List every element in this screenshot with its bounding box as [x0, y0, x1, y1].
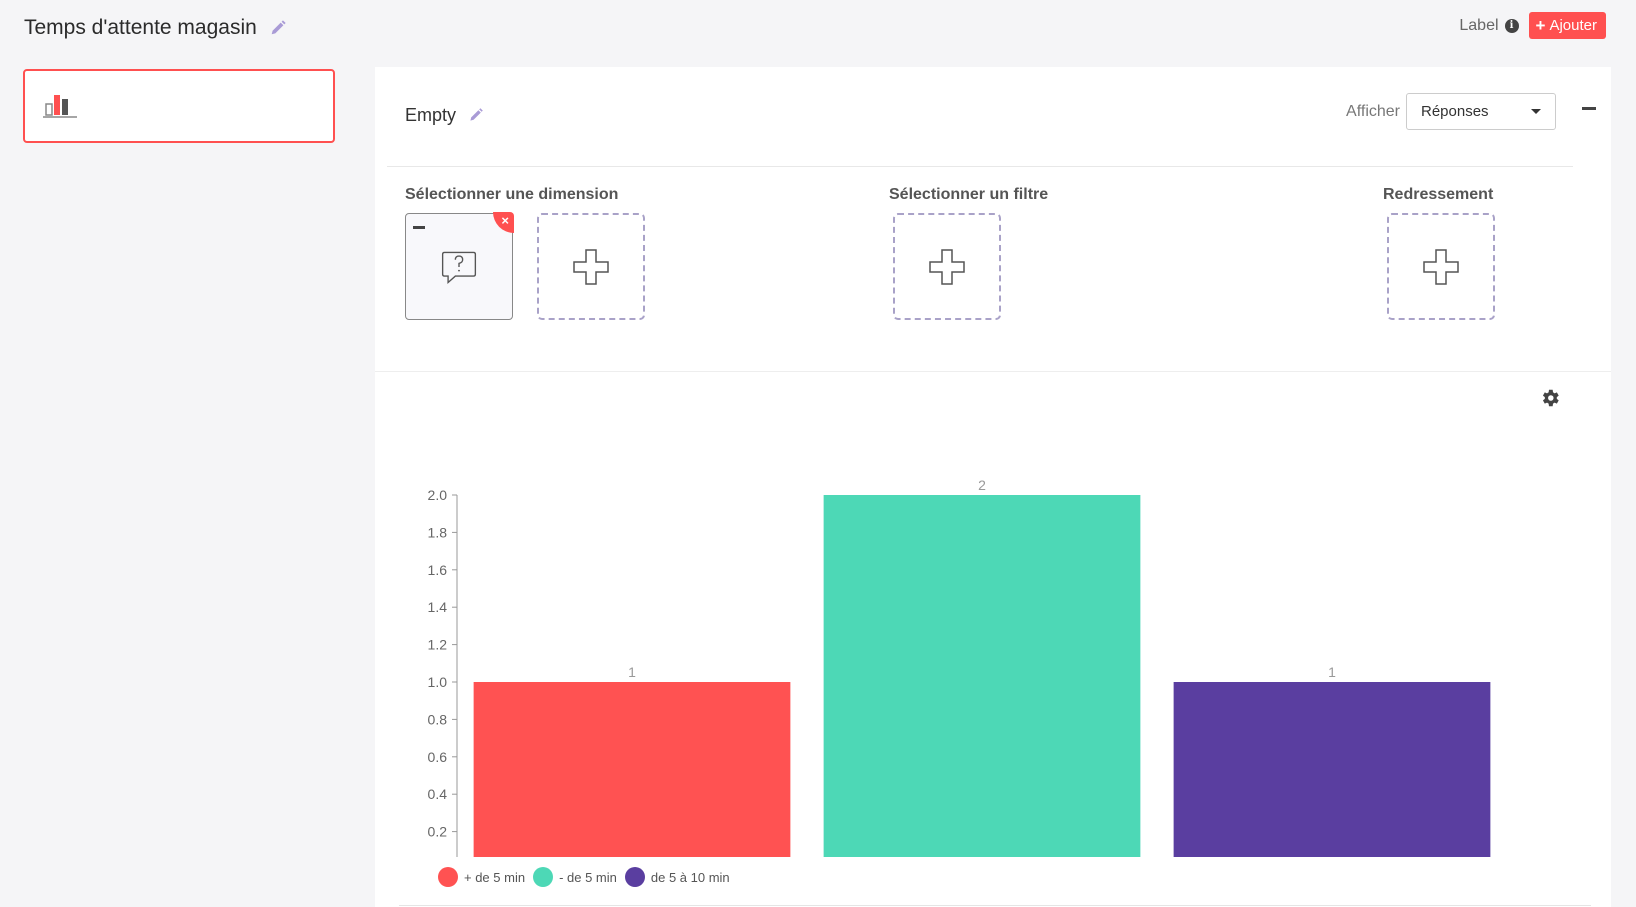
chevron-down-icon — [1531, 109, 1541, 114]
add-button-label: Ajouter — [1549, 17, 1597, 34]
edit-panel-title-pencil-icon[interactable] — [468, 107, 486, 125]
legend-label: + de 5 min — [464, 869, 526, 885]
add-redressement-slot[interactable] — [1387, 213, 1495, 320]
page-title-text: Temps d'attente magasin — [24, 16, 257, 39]
divider — [399, 905, 1591, 906]
y-tick-label: 0.8 — [428, 711, 448, 727]
y-tick-label: 0.2 — [428, 824, 448, 840]
y-tick-label: 1.2 — [428, 637, 448, 653]
add-button[interactable]: + Ajouter — [1528, 12, 1606, 39]
plus-outline-icon — [929, 248, 965, 285]
question-bubble-icon — [441, 251, 477, 284]
bar-data-label: 2 — [978, 477, 986, 493]
label-text: Label — [1459, 16, 1499, 34]
y-tick-label: 0.6 — [428, 749, 448, 765]
plus-outline-icon — [1423, 248, 1459, 285]
legend-swatch — [624, 867, 645, 887]
gear-icon[interactable] — [1539, 387, 1561, 409]
legend-item[interactable]: + de 5 min — [438, 867, 525, 887]
legend-item[interactable]: - de 5 min — [533, 867, 617, 887]
bar[interactable] — [473, 682, 791, 857]
main-panel: Empty Afficher Réponses Sélectionner une… — [375, 67, 1611, 907]
legend-swatch — [533, 867, 554, 887]
divider — [387, 166, 1573, 167]
remove-dimension-close-icon[interactable]: × — [493, 212, 514, 233]
bar-chart-icon — [43, 95, 77, 118]
bar[interactable] — [823, 495, 1141, 857]
afficher-label: Afficher — [1346, 102, 1400, 120]
panel-header: Empty Afficher Réponses — [375, 67, 1611, 167]
y-tick-label: 1.8 — [428, 524, 448, 540]
collapse-minus-icon[interactable] — [1582, 107, 1596, 110]
redressement-section-label: Redressement — [1383, 186, 1494, 203]
afficher-select[interactable]: Réponses — [1406, 93, 1556, 130]
add-filter-slot[interactable] — [893, 213, 1001, 320]
filter-section-label: Sélectionner un filtre — [889, 186, 1049, 203]
bar-data-label: 1 — [1328, 664, 1336, 680]
header-actions: Label i + Ajouter — [1459, 12, 1606, 39]
y-tick-label: 0.4 — [428, 786, 448, 802]
legend-label: de 5 à 10 min — [650, 869, 730, 885]
panel-title: Empty — [405, 105, 486, 126]
afficher-selected-value: Réponses — [1421, 103, 1489, 120]
label-info: Label i — [1459, 16, 1519, 35]
legend-item[interactable]: de 5 à 10 min — [624, 867, 730, 887]
legend-swatch — [438, 867, 458, 887]
afficher-control: Afficher Réponses — [1346, 93, 1556, 130]
bar[interactable] — [1173, 682, 1491, 857]
widget-tile-selected[interactable] — [23, 69, 335, 143]
bar-data-label: 1 — [628, 664, 636, 680]
page-title: Temps d'attente magasin — [24, 16, 287, 40]
y-tick-label: 2.0 — [428, 487, 448, 503]
dimension-slot-selected[interactable]: × — [405, 212, 514, 320]
info-icon[interactable]: i — [1504, 18, 1519, 33]
y-tick-label: 1.4 — [428, 599, 448, 615]
divider — [375, 371, 1611, 372]
plus-icon: + — [1535, 16, 1546, 35]
chart-legend: + de 5 min - de 5 min de 5 à 10 min — [438, 867, 730, 887]
y-tick-label: 1.6 — [428, 562, 448, 578]
minus-icon[interactable] — [413, 226, 425, 229]
plus-outline-icon — [573, 248, 609, 285]
edit-title-pencil-icon[interactable] — [269, 19, 287, 37]
legend-label: - de 5 min — [559, 869, 617, 885]
y-tick-label: 1.0 — [428, 674, 448, 690]
panel-title-text: Empty — [405, 105, 457, 125]
dimension-section-label: Sélectionner une dimension — [405, 186, 619, 203]
add-dimension-slot[interactable] — [537, 213, 645, 320]
